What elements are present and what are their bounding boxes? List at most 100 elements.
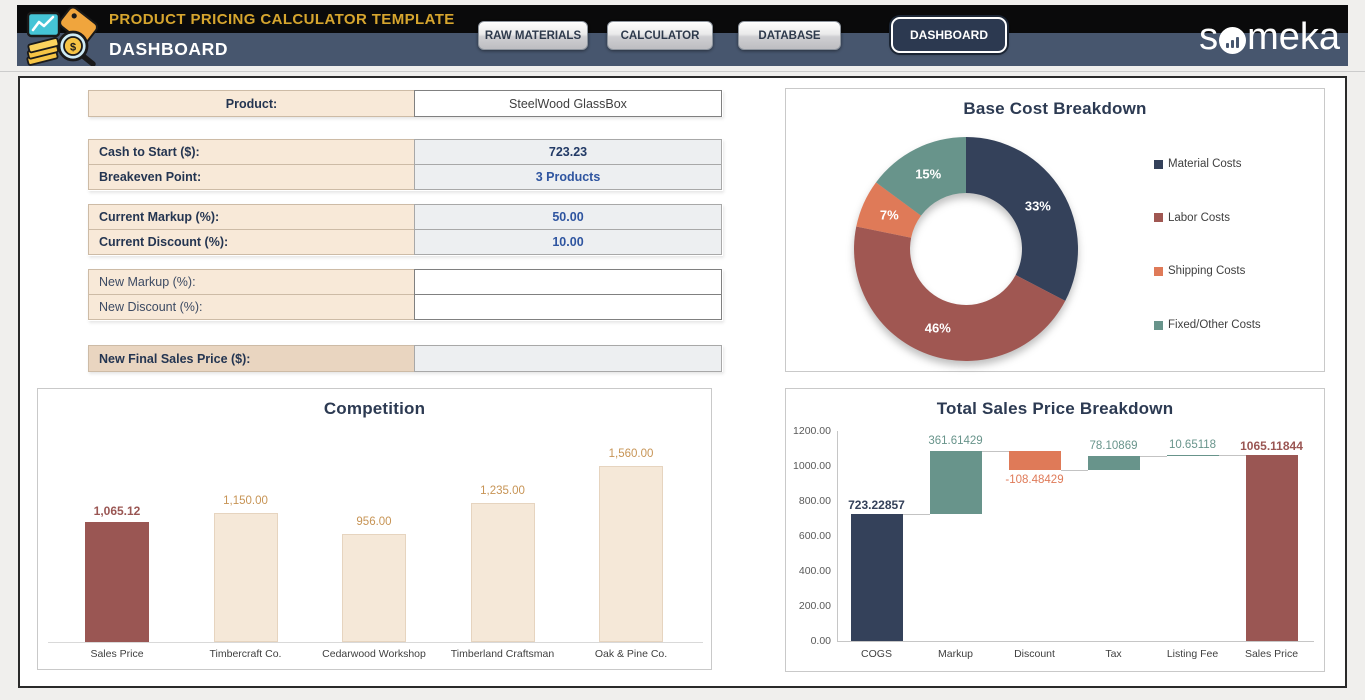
legend-swatch-icon bbox=[1154, 320, 1163, 330]
nav-database-button[interactable]: DATABASE bbox=[738, 21, 841, 50]
page-title: DASHBOARD bbox=[109, 39, 229, 59]
field-value-current-discount: 10.00 bbox=[414, 229, 722, 255]
field-value-cash-to-start: 723.23 bbox=[414, 139, 722, 165]
legend-label: Labor Costs bbox=[1168, 211, 1231, 224]
donut-slice-material-costs bbox=[966, 137, 1078, 301]
chart-title-base-cost: Base Cost Breakdown bbox=[963, 99, 1147, 118]
field-label: Current Discount (%): bbox=[88, 229, 415, 255]
x-axis-label: COGS bbox=[861, 648, 892, 660]
form-row-current-markup: Current Markup (%): 50.00 bbox=[88, 204, 723, 230]
x-axis-label: Cedarwood Workshop bbox=[322, 648, 426, 660]
field-label: New Markup (%): bbox=[88, 269, 415, 295]
field-label: Breakeven Point: bbox=[88, 164, 415, 190]
chart-title-competition: Competition bbox=[323, 399, 426, 418]
donut-data-label: 33% bbox=[1024, 198, 1051, 213]
x-axis-label: Sales Price bbox=[90, 648, 144, 660]
form-group-1: Cash to Start ($): 723.23 Breakeven Point:… bbox=[88, 139, 723, 191]
legend-item-labor-costs: Labor Costs bbox=[1154, 212, 1230, 224]
waterfall-bar-discount bbox=[1008, 451, 1061, 471]
header-divider bbox=[0, 71, 1365, 72]
waterfall-value-label: -108.48429 bbox=[1005, 474, 1064, 487]
competition-card: Competition 1,065.12 Sales Price 1,150.00 T… bbox=[37, 388, 712, 670]
waterfall-value-label: 723.22857 bbox=[848, 498, 905, 513]
nav-calculator-button[interactable]: CALCULATOR bbox=[607, 21, 713, 50]
bar-value-label: 1,235.00 bbox=[480, 484, 525, 497]
y-axis-tick: 1200.00 bbox=[793, 425, 831, 437]
form-row-new-discount: New Discount (%): bbox=[88, 294, 723, 321]
sales-breakdown-card: Total Sales Price Breakdown 0.00 200.00 40… bbox=[785, 388, 1325, 672]
field-value-new-discount[interactable] bbox=[414, 294, 722, 320]
bar-value-label: 1,065.12 bbox=[93, 504, 141, 519]
waterfall-value-label: 78.10869 bbox=[1089, 440, 1138, 453]
legend-label: Fixed/Other Costs bbox=[1168, 319, 1261, 332]
app-title: PRODUCT PRICING CALCULATOR TEMPLATE bbox=[109, 11, 455, 28]
bar-value-label: 956.00 bbox=[356, 516, 392, 529]
waterfall-bar-markup bbox=[929, 451, 982, 515]
x-axis-label: Sales Price bbox=[1244, 648, 1299, 660]
sales-waterfall-chart: 0.00 200.00 400.00 600.00 800.00 1000.00 1200.… bbox=[786, 389, 1326, 673]
svg-text:$: $ bbox=[70, 42, 76, 54]
form-group-2: Current Markup (%): 50.00 Current Discount… bbox=[88, 204, 723, 256]
form-row-product: Product: SteelWood GlassBox bbox=[88, 90, 723, 117]
x-axis-label: Tax bbox=[1105, 648, 1122, 660]
form-row-current-discount: Current Discount (%): 10.00 bbox=[88, 229, 723, 256]
legend-swatch-icon bbox=[1154, 266, 1163, 276]
y-axis-tick: 600.00 bbox=[798, 530, 831, 542]
donut-data-label: 7% bbox=[879, 207, 899, 223]
waterfall-bar-cogs bbox=[850, 514, 903, 641]
donut-slice-labor-costs bbox=[854, 226, 1066, 362]
bar-sales-price bbox=[85, 522, 149, 642]
brand-chart-icon bbox=[1219, 26, 1247, 54]
field-label: New Final Sales Price ($): bbox=[88, 345, 415, 372]
form-group-0: Product: SteelWood GlassBox bbox=[88, 90, 723, 117]
legend-label: Shipping Costs bbox=[1168, 265, 1246, 278]
form-row-new-markup: New Markup (%): bbox=[88, 269, 723, 295]
base-cost-donut-chart: 33% 46% 7% 15% Material Costs Labor Costs Ship… bbox=[786, 89, 1326, 373]
x-axis-label: Timbercraft Co. bbox=[209, 648, 282, 660]
x-axis-label: Markup bbox=[937, 648, 974, 660]
bar-oak-pine-co bbox=[599, 466, 663, 642]
y-axis-tick: 1000.00 bbox=[793, 460, 831, 472]
legend-swatch-icon bbox=[1154, 213, 1163, 223]
field-label: Current Markup (%): bbox=[88, 204, 415, 230]
x-axis-label: Oak & Pine Co. bbox=[594, 648, 668, 660]
nav-dashboard-button[interactable]: DASHBOARD bbox=[891, 17, 1007, 53]
y-axis-tick: 0.00 bbox=[810, 635, 831, 647]
y-axis-tick: 200.00 bbox=[798, 600, 831, 612]
field-value-current-markup: 50.00 bbox=[414, 204, 722, 230]
form-row-breakeven-point: Breakeven Point: 3 Products bbox=[88, 164, 723, 191]
donut-rings bbox=[854, 137, 1078, 362]
waterfall-value-label: 361.61429 bbox=[928, 435, 983, 448]
donut-slice-shipping-costs bbox=[856, 182, 922, 238]
donut-slice-fixed-other-costs bbox=[876, 137, 966, 216]
chart-title-sales-breakdown: Total Sales Price Breakdown bbox=[936, 399, 1174, 418]
form-group-4: New Final Sales Price ($): bbox=[88, 345, 723, 372]
competition-bar-chart: 1,065.12 Sales Price 1,150.00 Timbercraft C… bbox=[38, 389, 713, 671]
field-label: New Discount (%): bbox=[88, 294, 415, 320]
bar-value-label: 1,150.00 bbox=[223, 494, 268, 507]
bar-value-label: 1,560.00 bbox=[608, 448, 654, 461]
nav-raw-materials-button[interactable]: RAW MATERIALS bbox=[478, 21, 588, 50]
waterfall-bar-sales-price bbox=[1245, 454, 1298, 641]
legend-item-shipping-costs: Shipping Costs bbox=[1154, 265, 1245, 277]
legend-item-fixed-other-costs: Fixed/Other Costs bbox=[1154, 319, 1261, 331]
y-axis-tick: 400.00 bbox=[798, 565, 831, 577]
waterfall-value-label: 10.65118 bbox=[1168, 438, 1217, 451]
donut-data-label: 46% bbox=[924, 320, 951, 336]
form-row-new-final-sales-price: New Final Sales Price ($): bbox=[88, 345, 723, 372]
legend-swatch-icon bbox=[1154, 159, 1163, 169]
field-value-product[interactable]: SteelWood GlassBox bbox=[414, 90, 722, 117]
form-row-cash-to-start: Cash to Start ($): 723.23 bbox=[88, 139, 723, 165]
x-axis-label: Listing Fee bbox=[1166, 648, 1219, 660]
x-axis-label: Discount bbox=[1014, 648, 1055, 660]
someka-logo: s meka bbox=[1199, 15, 1340, 58]
donut-data-label: 15% bbox=[915, 166, 942, 182]
waterfall-bar-listing-fee bbox=[1166, 454, 1219, 457]
field-value-new-markup[interactable] bbox=[414, 269, 722, 295]
app-header: $ PRODUCT PRICING CALCULATOR TEMPLATE DA… bbox=[17, 5, 1348, 67]
legend-item-material-costs: Material Costs bbox=[1154, 158, 1242, 170]
field-value-breakeven-point: 3 Products bbox=[414, 164, 722, 190]
y-axis-tick: 800.00 bbox=[798, 495, 831, 507]
bar-timberland-craftsman bbox=[470, 502, 535, 642]
